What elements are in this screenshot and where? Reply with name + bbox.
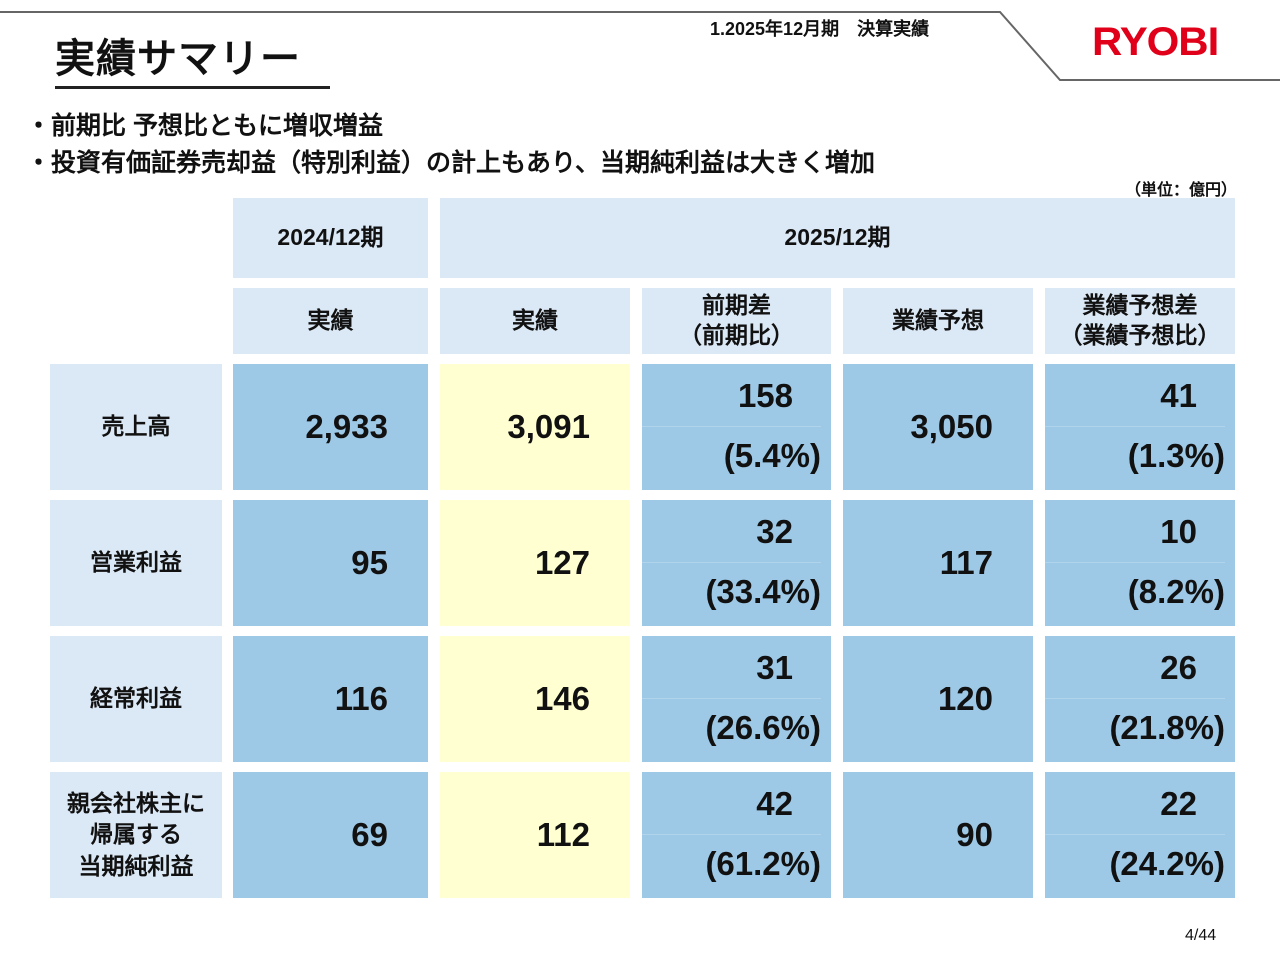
row-label: 売上高 <box>50 364 222 490</box>
forecast-cell: 3,050 <box>843 364 1033 490</box>
yoy-diff: 31 <box>642 637 821 699</box>
row-label: 経常利益 <box>50 636 222 762</box>
yoy-cell: 31 (26.6%) <box>642 636 831 762</box>
bullet-1: ・前期比 予想比ともに増収増益 <box>26 112 383 140</box>
forecast-pct: (8.2%) <box>1127 573 1225 610</box>
page-title: 実績サマリー <box>55 26 330 89</box>
yoy-diff: 42 <box>642 773 821 835</box>
actual-cell: 146 <box>440 636 630 762</box>
column-header: 業績予想 <box>843 288 1033 354</box>
forecast-pct: (24.2%) <box>1109 845 1225 882</box>
actual-cell: 112 <box>440 772 630 898</box>
prev-actual-cell: 2,933 <box>233 364 428 490</box>
yoy-pct: (5.4%) <box>723 437 821 474</box>
column-header: 前期差 （前期比） <box>642 288 831 354</box>
forecast-diff-cell: 41 (1.3%) <box>1045 364 1235 490</box>
forecast-pct: (21.8%) <box>1109 709 1225 746</box>
period-header-2024: 2024/12期 <box>233 198 428 278</box>
yoy-pct: (33.4%) <box>705 573 821 610</box>
yoy-cell: 158 (5.4%) <box>642 364 831 490</box>
forecast-diff: 41 <box>1045 365 1225 427</box>
yoy-pct: (26.6%) <box>705 709 821 746</box>
yoy-diff: 158 <box>642 365 821 427</box>
forecast-diff: 22 <box>1045 773 1225 835</box>
yoy-cell: 42 (61.2%) <box>642 772 831 898</box>
unit-note: （単位：億円） <box>1125 182 1238 199</box>
forecast-diff: 26 <box>1045 637 1225 699</box>
forecast-cell: 117 <box>843 500 1033 626</box>
yoy-cell: 32 (33.4%) <box>642 500 831 626</box>
column-header: 実績 <box>233 288 428 354</box>
page-number: 4/44 <box>1185 927 1217 944</box>
section-label: 1.2025年12月期 決算実績 <box>710 19 930 39</box>
column-header: 実績 <box>440 288 630 354</box>
column-header: 業績予想差 （業績予想比） <box>1045 288 1235 354</box>
forecast-pct: (1.3%) <box>1127 437 1225 474</box>
prev-actual-cell: 95 <box>233 500 428 626</box>
forecast-diff-cell: 22 (24.2%) <box>1045 772 1235 898</box>
yoy-diff: 32 <box>642 501 821 563</box>
period-header-2025: 2025/12期 <box>440 198 1235 278</box>
prev-actual-cell: 116 <box>233 636 428 762</box>
forecast-diff: 10 <box>1045 501 1225 563</box>
actual-cell: 3,091 <box>440 364 630 490</box>
forecast-cell: 120 <box>843 636 1033 762</box>
bullet-2: ・投資有価証券売却益（特別利益）の計上もあり、当期純利益は大きく増加 <box>26 149 876 177</box>
yoy-pct: (61.2%) <box>705 845 821 882</box>
row-label: 営業利益 <box>50 500 222 626</box>
forecast-diff-cell: 26 (21.8%) <box>1045 636 1235 762</box>
row-label: 親会社株主に 帰属する 当期純利益 <box>50 772 222 898</box>
forecast-cell: 90 <box>843 772 1033 898</box>
actual-cell: 127 <box>440 500 630 626</box>
ryobi-logo: RYOBI <box>1091 20 1219 64</box>
prev-actual-cell: 69 <box>233 772 428 898</box>
forecast-diff-cell: 10 (8.2%) <box>1045 500 1235 626</box>
header-rule <box>0 11 1280 81</box>
